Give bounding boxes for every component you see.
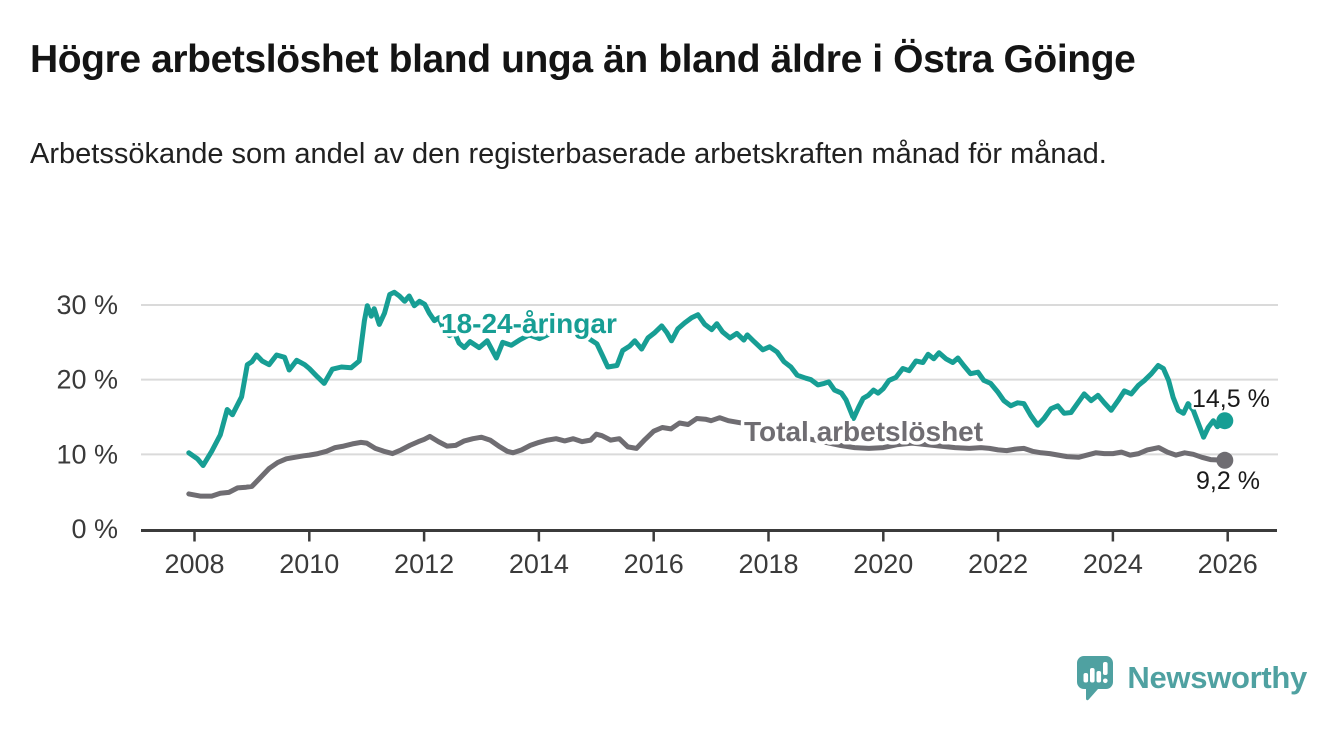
end-dot-1 [1216,451,1234,469]
x-axis-label: 2012 [394,549,454,579]
series-line-0 [186,289,1228,468]
logo-exclamation-bar [1103,662,1108,675]
y-axis-label: 10 % [56,439,118,469]
logo-bar-3 [1096,671,1102,683]
logo-exclamation-dot [1103,678,1108,684]
x-axis-label: 2026 [1198,549,1258,579]
y-axis-label: 0 % [71,514,118,544]
chart-title: Högre arbetslöshet bland unga än bland ä… [30,38,1136,81]
x-axis-label: 2022 [968,549,1028,579]
chart-subtitle: Arbetssökande som andel av den registerb… [30,138,1107,170]
brand-name: Newsworthy [1127,659,1307,695]
end-dot-0 [1216,412,1234,430]
x-axis-label: 2014 [509,549,569,579]
end-value-label-18-24: 14,5 % [1192,385,1270,413]
end-value-label-total: 9,2 % [1196,467,1260,495]
chart-end-dots-layer [1216,412,1234,469]
x-axis-label: 2010 [279,549,339,579]
x-axis-label: 2008 [164,549,224,579]
x-axis-label: 2024 [1083,549,1143,579]
series-label-18-24: 18-24-åringar [441,308,617,339]
x-axis-label: 2016 [624,549,684,579]
series-label-total: Total arbetslöshet [744,416,983,447]
newsworthy-logo[interactable]: Newsworthy [1075,654,1307,701]
logo-bar-1 [1083,673,1089,683]
newsworthy-icon [1077,656,1114,701]
y-axis-label: 30 % [56,290,118,320]
series-line-1 [186,415,1228,499]
y-axis-label: 20 % [56,365,118,395]
chart-generated-layer: 0 % 10 % 20 % 30 % 2008 2010 2012 2014 2016 2018 2… [56,289,1278,579]
x-axis-label: 2020 [853,549,913,579]
logo-bar-2 [1090,668,1095,683]
x-axis-label: 2018 [738,549,798,579]
